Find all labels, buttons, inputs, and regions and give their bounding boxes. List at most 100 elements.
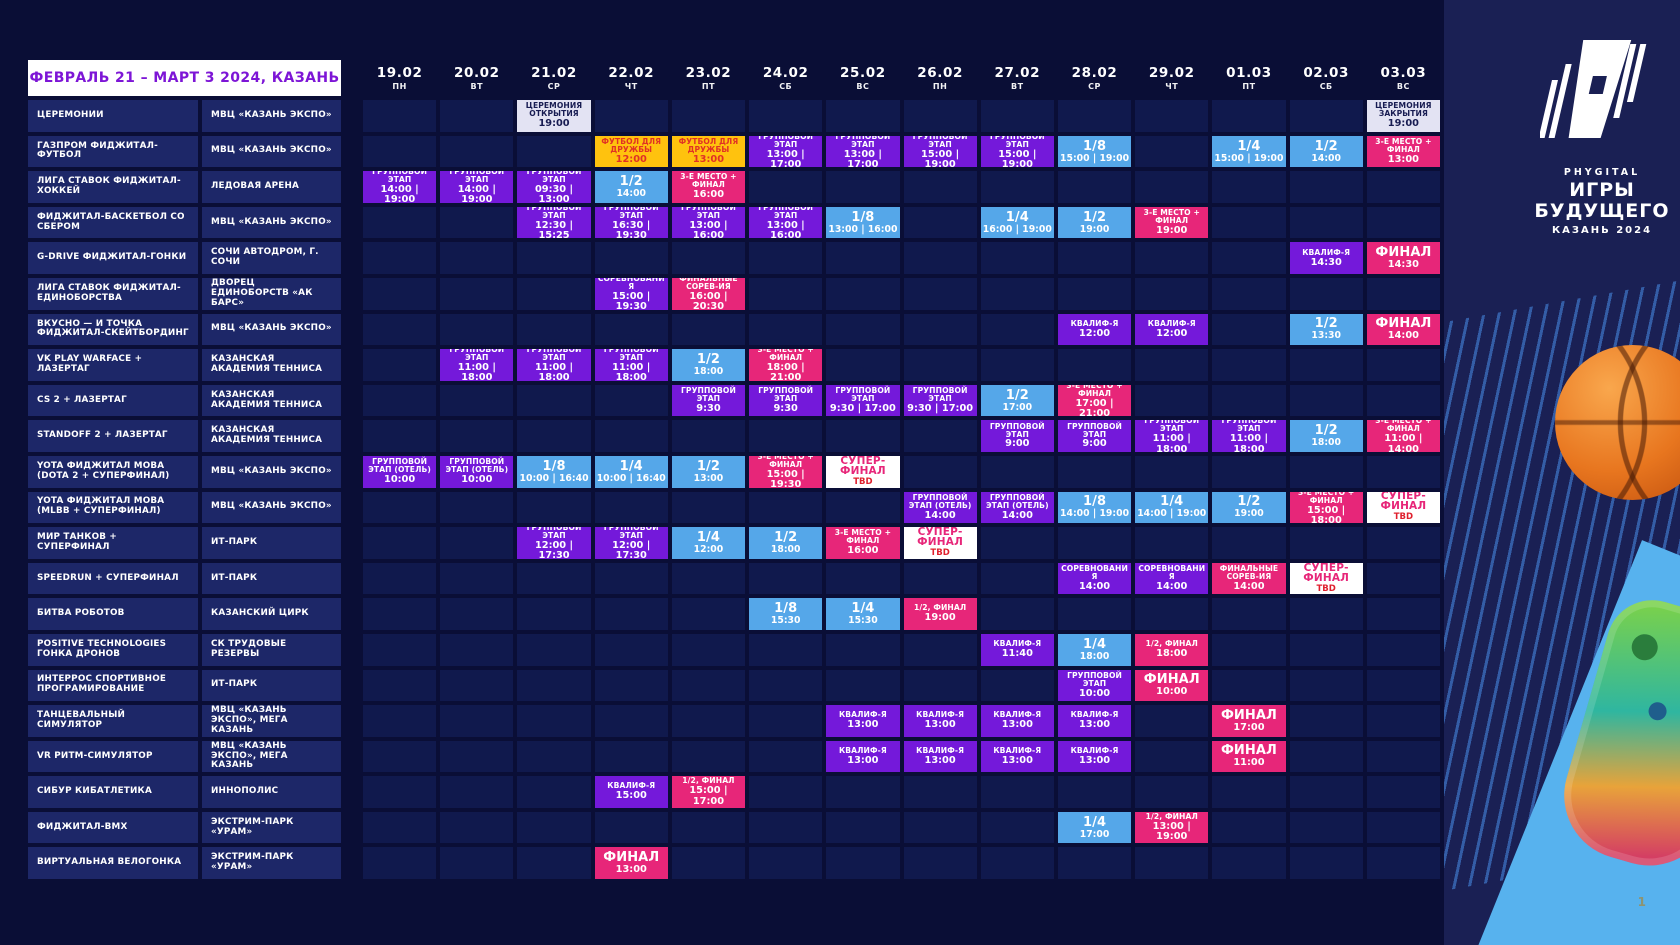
cell-label: ГРУППОВОЙ ЭТАП <box>835 135 891 149</box>
weekday-label: ПТ <box>701 82 716 91</box>
cell-time: 18:00 <box>1311 437 1341 449</box>
schedule-cell-empty <box>594 811 668 844</box>
cell-time: 13:00 <box>615 864 647 876</box>
schedule-cell-stage: 1/4 15:30 <box>826 598 900 630</box>
cell-time: 18:00 <box>1156 648 1188 660</box>
date-label: 29.02 <box>1148 65 1195 81</box>
cell-time: 14:00 <box>1311 152 1341 164</box>
column-spacer <box>345 492 359 524</box>
schedule-cell-empty <box>1289 527 1363 559</box>
cell-time: 13:00 <box>1078 754 1111 766</box>
schedule-cell-empty <box>594 384 668 417</box>
cell-label: 1/2 <box>1314 423 1338 439</box>
venue-name: ЛЕДОВАЯ АРЕНА <box>202 171 341 203</box>
date-header: 28.02 СР <box>1058 60 1131 96</box>
schedule-cell-group: ГРУППОВОЙ ЭТАП 13:00 | 17:00 <box>826 135 900 168</box>
cell-label: ГРУППОВОЙ ЭТАП <box>526 171 582 185</box>
schedule-cell-group: КВАЛИФ-Я 12:00 <box>1135 313 1209 346</box>
schedule-cell-group: СОРЕВНОВАНИЯ 14:00 <box>1057 562 1132 595</box>
schedule-cell-empty <box>1212 669 1286 702</box>
cell-time: 15:00 <box>615 790 647 802</box>
schedule-cell-empty <box>903 171 977 203</box>
schedule-cell-empty <box>826 242 900 274</box>
event-name: ВИРТУАЛЬНАЯ ВЕЛОГОНКА <box>28 847 198 880</box>
schedule-cell-empty <box>1366 455 1440 488</box>
cell-label: КВАЛИФ-Я <box>607 781 656 791</box>
schedule-cell-empty <box>594 491 668 524</box>
column-spacer <box>345 598 359 630</box>
schedule-cell-stage: 1/2 17:00 <box>980 384 1054 417</box>
schedule-cell-empty <box>594 242 668 274</box>
schedule-cell-group: ГРУППОВОЙ ЭТАП 12:00 | 17:30 <box>517 527 591 559</box>
cell-time: 15:30 <box>770 615 801 627</box>
schedule-cell-superfinal: СУПЕР-ФИНАЛ TBD <box>826 455 900 488</box>
schedule-cell-final: 3-Е МЕСТО + ФИНАЛ 19:00 <box>1135 206 1209 239</box>
schedule-cell-group: КВАЛИФ-Я 13:00 <box>903 705 977 737</box>
event-name: ФИДЖИТАЛ-BMX <box>28 811 198 844</box>
schedule-cell-empty <box>517 242 591 274</box>
schedule-cell-empty <box>903 776 977 808</box>
cell-label: ФИНАЛ <box>1375 316 1432 332</box>
schedule-cell-group: ГРУППОВОЙ ЭТАП 9:30 <box>749 384 823 417</box>
cell-time: 12:00 <box>615 153 647 165</box>
schedule-cell-stage: 1/8 13:00 | 16:00 <box>826 206 900 239</box>
cell-time: 14:00 <box>1156 580 1188 592</box>
cell-label: 3-Е МЕСТО + ФИНАЛ <box>680 172 737 190</box>
schedule-cell-empty <box>749 562 823 595</box>
schedule-cell-group: ГРУППОВОЙ ЭТАП 13:00 | 17:00 <box>749 135 823 168</box>
cell-label: 1/4 <box>619 458 643 474</box>
schedule-cell-group: ГРУППОВОЙ ЭТАП (ОТЕЛЬ) 10:00 <box>363 455 437 488</box>
schedule-cell-group: ГРУППОВОЙ ЭТАП 11:00 | 18:00 <box>440 349 514 381</box>
schedule-cell-empty <box>1212 455 1286 488</box>
schedule-cell-group: ГРУППОВОЙ ЭТАП 15:00 | 19:00 <box>903 135 977 168</box>
cell-label: 1/2, ФИНАЛ <box>913 603 967 613</box>
cell-time: 19:00 <box>1079 223 1110 235</box>
schedule-cell-stage: 1/2 14:00 <box>1289 135 1363 168</box>
schedule-cell-final: 3-Е МЕСТО + ФИНАЛ 17:00 | 21:00 <box>1057 384 1132 417</box>
cell-label: СУПЕР-ФИНАЛ <box>1380 491 1427 513</box>
cell-label: 1/2 <box>696 458 721 474</box>
schedule-cell-superfinal: СУПЕР-ФИНАЛ TBD <box>903 527 977 559</box>
schedule-cell-empty <box>363 847 437 880</box>
schedule-cell-empty <box>440 491 514 524</box>
date-label: 25.02 <box>840 65 886 81</box>
schedule-cell-empty <box>1212 598 1286 630</box>
column-spacer <box>345 670 359 702</box>
cell-time: 19:00 <box>1234 508 1264 520</box>
schedule-cell-empty <box>980 242 1054 274</box>
schedule-cell-empty <box>671 705 746 737</box>
schedule-cell-empty <box>363 598 437 630</box>
schedule-cell-empty <box>826 491 900 524</box>
schedule-cell-empty <box>1366 633 1440 666</box>
schedule-cell-empty <box>1057 100 1132 132</box>
cell-label: 3-Е МЕСТО + ФИНАЛ <box>834 528 892 546</box>
schedule-cell-empty <box>903 455 977 488</box>
venue-name: МВЦ «КАЗАНЬ ЭКСПО» <box>202 491 341 524</box>
cell-time: 12:00 | 17:30 <box>534 540 574 559</box>
cell-time: 9:30 | 17:00 <box>907 402 974 414</box>
schedule-cell-empty <box>363 811 437 844</box>
cell-time: 13:00 <box>924 754 956 766</box>
cell-label: ГРУППОВОЙ ЭТАП <box>989 135 1045 149</box>
cell-time: 19:00 <box>924 612 956 624</box>
schedule-cell-empty <box>594 562 668 595</box>
cell-label: 1/4 <box>1082 636 1107 652</box>
cell-label: КВАЛИФ-Я <box>916 710 965 720</box>
schedule-cell-group: КВАЛИФ-Я 12:00 <box>1057 313 1132 346</box>
cell-label: КВАЛИФ-Я <box>1070 710 1119 720</box>
schedule-cell-empty <box>826 811 900 844</box>
schedule-cell-empty <box>440 669 514 702</box>
schedule-cell-stage: 1/8 14:00 | 19:00 <box>1057 491 1132 524</box>
column-spacer <box>345 349 359 381</box>
schedule-cell-empty <box>749 277 823 310</box>
schedule-cell-empty <box>517 811 591 844</box>
schedule-cell-group: ГРУППОВОЙ ЭТАП 12:00 | 17:30 <box>594 527 668 559</box>
schedule-cell-empty <box>517 740 591 773</box>
cell-time: 10:00 | 16:40 <box>519 472 589 484</box>
cell-time: 14:00 | 19:00 <box>380 184 419 203</box>
cell-label: 1/8 <box>542 458 566 474</box>
schedule-cell-stage: 1/4 14:00 | 19:00 <box>1135 491 1209 524</box>
schedule-cell-group: ГРУППОВОЙ ЭТАП 9:00 <box>1057 420 1132 452</box>
date-header: 20.02 ВТ <box>440 60 513 96</box>
page-number: 1 <box>1637 895 1646 909</box>
